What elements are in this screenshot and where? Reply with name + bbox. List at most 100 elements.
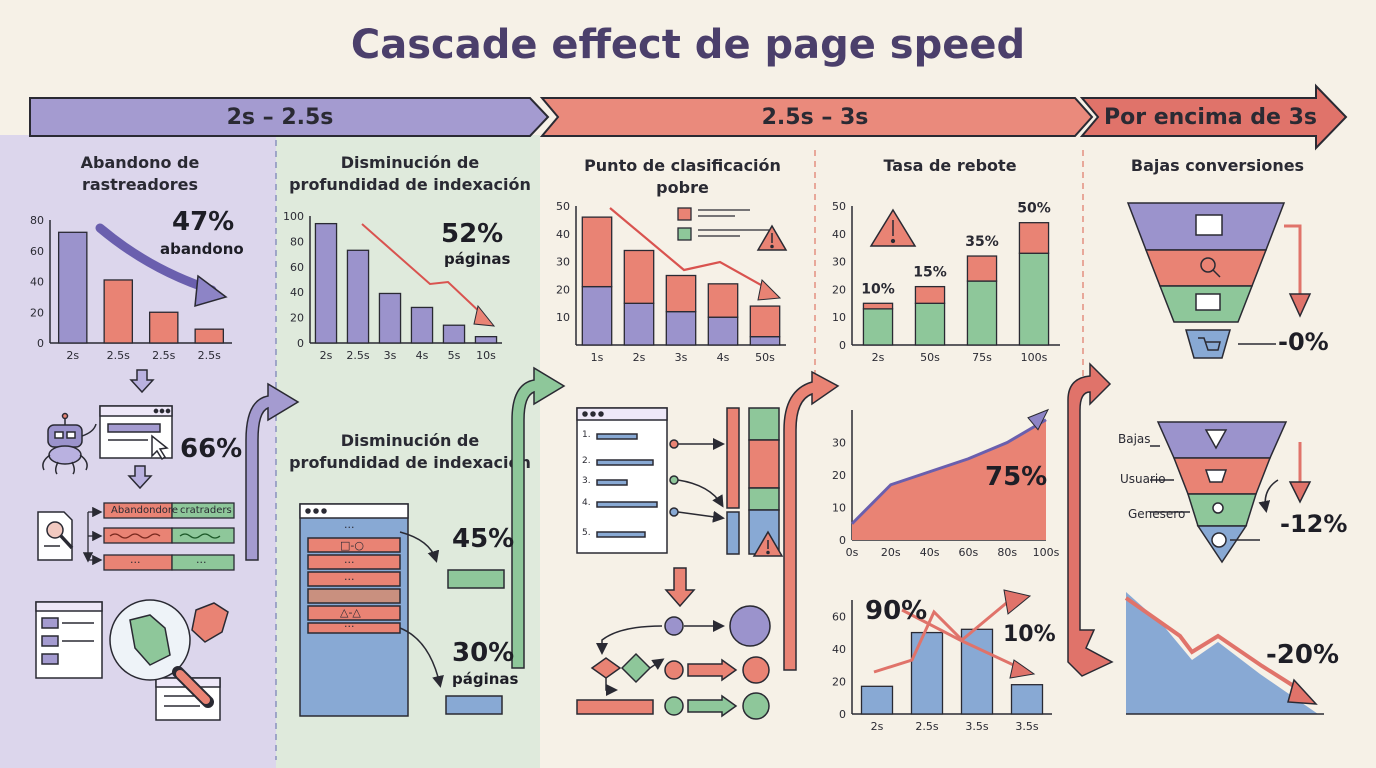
chart1-bar bbox=[410, 306, 434, 344]
rank-number: 1. bbox=[582, 430, 591, 440]
chart3-x-tick: 50s bbox=[920, 351, 940, 364]
chart1-y-tick: 80 bbox=[290, 235, 304, 248]
chart4-y-tick: 0 bbox=[839, 534, 846, 547]
chart1-trend-line bbox=[361, 223, 485, 317]
chart3-data-label: 35% bbox=[965, 234, 999, 250]
chart2-x-tick: 3s bbox=[675, 351, 688, 364]
chart2-x-tick: 1s bbox=[591, 351, 604, 364]
chart5-x-tick: 2.5s bbox=[915, 720, 938, 733]
chart2-y-tick: 50 bbox=[556, 200, 570, 213]
panel5-title: Bajas conversiones bbox=[1130, 156, 1305, 175]
chart0-x-tick: 2.5s bbox=[152, 349, 175, 362]
chart4-x-tick: 80s bbox=[997, 546, 1017, 559]
warning-icon bbox=[869, 208, 917, 247]
index-list-mark: ··· bbox=[344, 556, 355, 569]
panel1-stat-value: 47% bbox=[172, 207, 235, 237]
chart1-x-tick: 4s bbox=[416, 349, 429, 362]
chart2-bar-segment bbox=[581, 285, 613, 346]
chart5-bar bbox=[1010, 684, 1044, 715]
table-dots-2: ··· bbox=[196, 556, 207, 569]
index-list-mark: ··· bbox=[344, 521, 355, 534]
chart5-bar bbox=[860, 685, 894, 715]
chart3-bar-segment bbox=[862, 308, 894, 346]
chart2-bar-segment bbox=[749, 305, 781, 338]
panel1-trend-arrow bbox=[95, 223, 217, 295]
chart1-y-tick: 40 bbox=[290, 286, 304, 299]
chart3-data-label: 15% bbox=[913, 265, 947, 281]
chart3-x-tick: 100s bbox=[1021, 351, 1048, 364]
chart0-x-tick: 2.5s bbox=[107, 349, 130, 362]
table-header-1: Abandondore bbox=[111, 505, 178, 516]
chart2-trend-line bbox=[609, 207, 771, 291]
timeline-label-1: 2s – 2.5s bbox=[226, 105, 334, 130]
transition-arrow-red bbox=[1067, 362, 1114, 677]
chart0-x-tick: 2s bbox=[66, 349, 79, 362]
chart0-bar bbox=[103, 279, 134, 344]
chart3-y-tick: 50 bbox=[832, 200, 846, 213]
chart2-x-tick: 2s bbox=[633, 351, 646, 364]
timeline-label-3: Por encima de 3s bbox=[1103, 105, 1318, 130]
chart4-line bbox=[850, 418, 1047, 525]
warning-icon bbox=[756, 224, 788, 251]
conversion-funnel bbox=[1126, 202, 1312, 359]
chart1-x-tick: 3s bbox=[384, 349, 397, 362]
chart3-y-tick: 10 bbox=[832, 311, 846, 324]
funnel2-label: Usuario bbox=[1120, 472, 1166, 486]
conversion-drop-area bbox=[1124, 592, 1324, 715]
chart3-bar-segment bbox=[862, 302, 894, 310]
timeline-arrow-3 bbox=[1079, 83, 1348, 151]
abandon-table bbox=[103, 502, 235, 571]
chart3-bar-segment bbox=[1018, 252, 1050, 346]
chart0-y-tick: 60 bbox=[30, 245, 44, 258]
panel1-mid-stat: 66% bbox=[180, 434, 243, 464]
transition-arrow-coral bbox=[783, 370, 840, 671]
chart5-y-tick: 60 bbox=[832, 610, 846, 623]
chart1-bar bbox=[442, 324, 466, 344]
chart5-falling-arrowhead bbox=[1009, 659, 1036, 679]
panel2-subtitle: Disminución de profundidad de indexación bbox=[289, 431, 531, 472]
panel2-stat-value: 52% bbox=[441, 219, 504, 249]
chart5-rising-line bbox=[873, 598, 1011, 674]
chart2-bar-segment bbox=[665, 274, 697, 313]
chart1-y-tick: 20 bbox=[290, 312, 304, 325]
chart4-x-tick: 40s bbox=[920, 546, 940, 559]
rank-number: 5. bbox=[582, 528, 591, 538]
chart3-bar-segment bbox=[914, 302, 946, 346]
chart2-bar-segment bbox=[707, 283, 739, 318]
chart5-y-tick: 0 bbox=[839, 708, 846, 721]
chart4-x-tick: 60s bbox=[959, 546, 979, 559]
chart0-y-tick: 20 bbox=[30, 306, 44, 319]
chart2-y-tick: 40 bbox=[556, 228, 570, 241]
chart1-y-tick: 60 bbox=[290, 261, 304, 274]
chart1-y-tick: 100 bbox=[283, 210, 304, 223]
chart4-y-tick: 10 bbox=[832, 502, 846, 515]
chart4-x-tick: 0s bbox=[846, 546, 859, 559]
chart2-x-tick: 50s bbox=[755, 351, 775, 364]
timeline-label-2: 2.5s – 3s bbox=[761, 105, 869, 130]
panel3-legend bbox=[677, 207, 775, 241]
search-document-icon bbox=[37, 511, 74, 561]
index-list-window bbox=[299, 503, 505, 717]
flow-diagram bbox=[576, 567, 771, 720]
transition-arrow-green bbox=[511, 366, 566, 669]
chart0-y-tick: 80 bbox=[30, 214, 44, 227]
page-title: Cascade effect de page speed bbox=[350, 22, 1026, 68]
rank-number: 2. bbox=[582, 456, 591, 466]
chart2-x-tick: 4s bbox=[717, 351, 730, 364]
chart0-bar bbox=[194, 328, 225, 344]
panel2-stat3-value: 30% bbox=[452, 638, 515, 668]
chart5-y-tick: 40 bbox=[832, 643, 846, 656]
chart2-bar-segment bbox=[581, 216, 613, 288]
chart3-x-tick: 75s bbox=[972, 351, 992, 364]
funnel2-label: Genesero bbox=[1128, 507, 1186, 521]
down-arrow-icon bbox=[127, 369, 155, 490]
index-list-mark: ··· bbox=[344, 620, 355, 633]
chart1-bar bbox=[314, 222, 338, 344]
chart1-bar bbox=[474, 335, 498, 344]
panel5-area-value: -20% bbox=[1266, 640, 1340, 670]
chart1-x-tick: 5s bbox=[448, 349, 461, 362]
